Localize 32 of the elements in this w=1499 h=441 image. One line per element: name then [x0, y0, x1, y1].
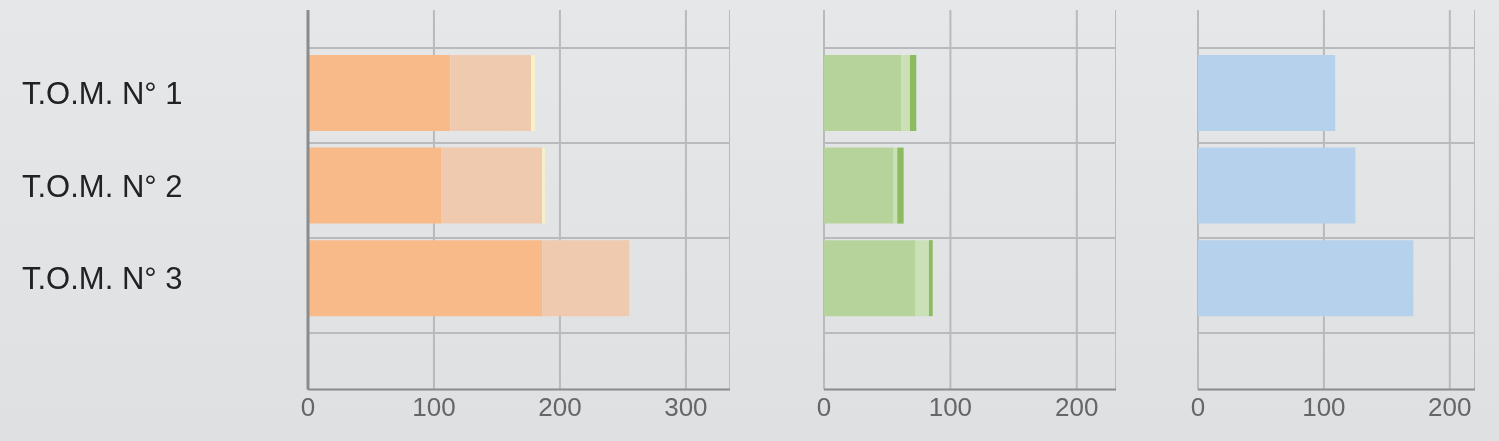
y-tick-label: T.O.M. N° 3 — [22, 261, 183, 297]
x-tick-label: 200 — [538, 391, 582, 422]
bar — [928, 240, 933, 317]
bar — [1198, 55, 1336, 132]
bar — [308, 147, 442, 224]
bar — [1198, 240, 1414, 317]
bar — [542, 240, 630, 317]
x-tick-label: 300 — [664, 391, 708, 422]
x-tick-label: 200 — [1428, 391, 1472, 422]
bar — [915, 240, 929, 317]
y-tick-label: T.O.M. N° 2 — [22, 168, 183, 204]
bar — [441, 147, 543, 224]
bar — [1198, 147, 1356, 224]
bar — [530, 55, 535, 132]
x-tick-label: 0 — [1190, 391, 1206, 422]
x-tick-label: 100 — [928, 391, 973, 422]
bar — [308, 240, 543, 317]
bar — [901, 55, 910, 132]
bar — [824, 240, 916, 317]
bar — [824, 147, 894, 224]
x-tick-label: 0 — [816, 391, 832, 422]
bar — [824, 55, 902, 132]
x-tick-label: 100 — [1302, 391, 1346, 422]
y-tick-label: T.O.M. N° 1 — [22, 76, 183, 112]
x-tick-label: 100 — [412, 391, 456, 422]
bar — [897, 147, 904, 224]
x-tick-label: 200 — [1055, 391, 1099, 422]
x-tick-label: 0 — [300, 391, 316, 422]
bar — [542, 147, 545, 224]
bar — [909, 55, 917, 132]
bar — [308, 55, 451, 132]
bar — [450, 55, 531, 132]
